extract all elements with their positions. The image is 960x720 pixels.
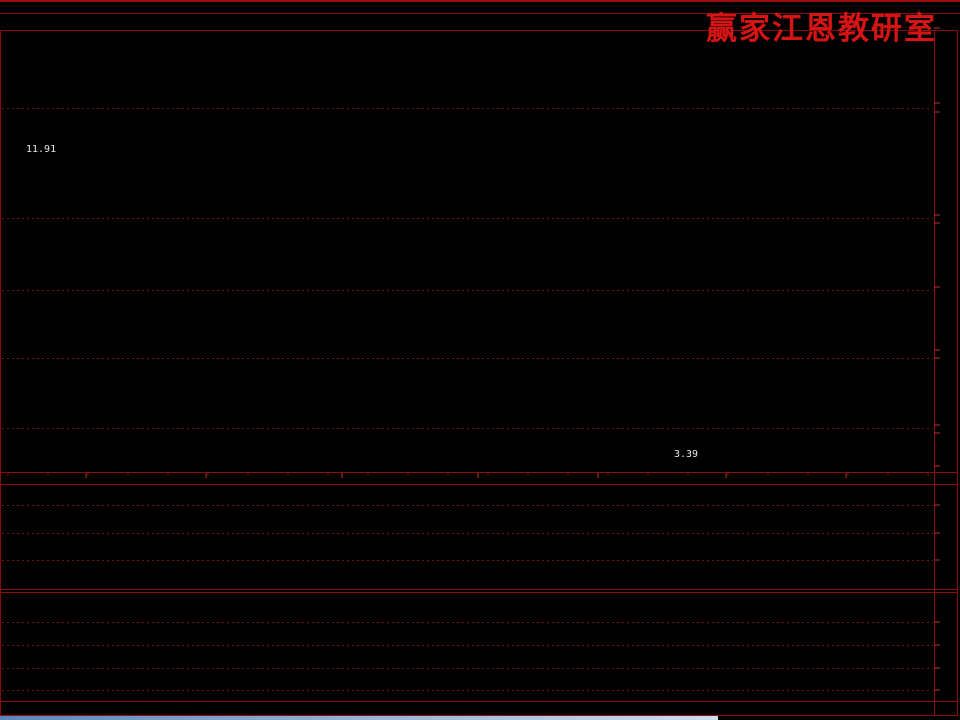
high-price-label: 11.91 (26, 144, 57, 155)
taskbar-edge (0, 716, 718, 720)
low-price-label: 3.39 (674, 449, 699, 460)
watermark-text: 赢家江恩教研室 (706, 11, 937, 46)
